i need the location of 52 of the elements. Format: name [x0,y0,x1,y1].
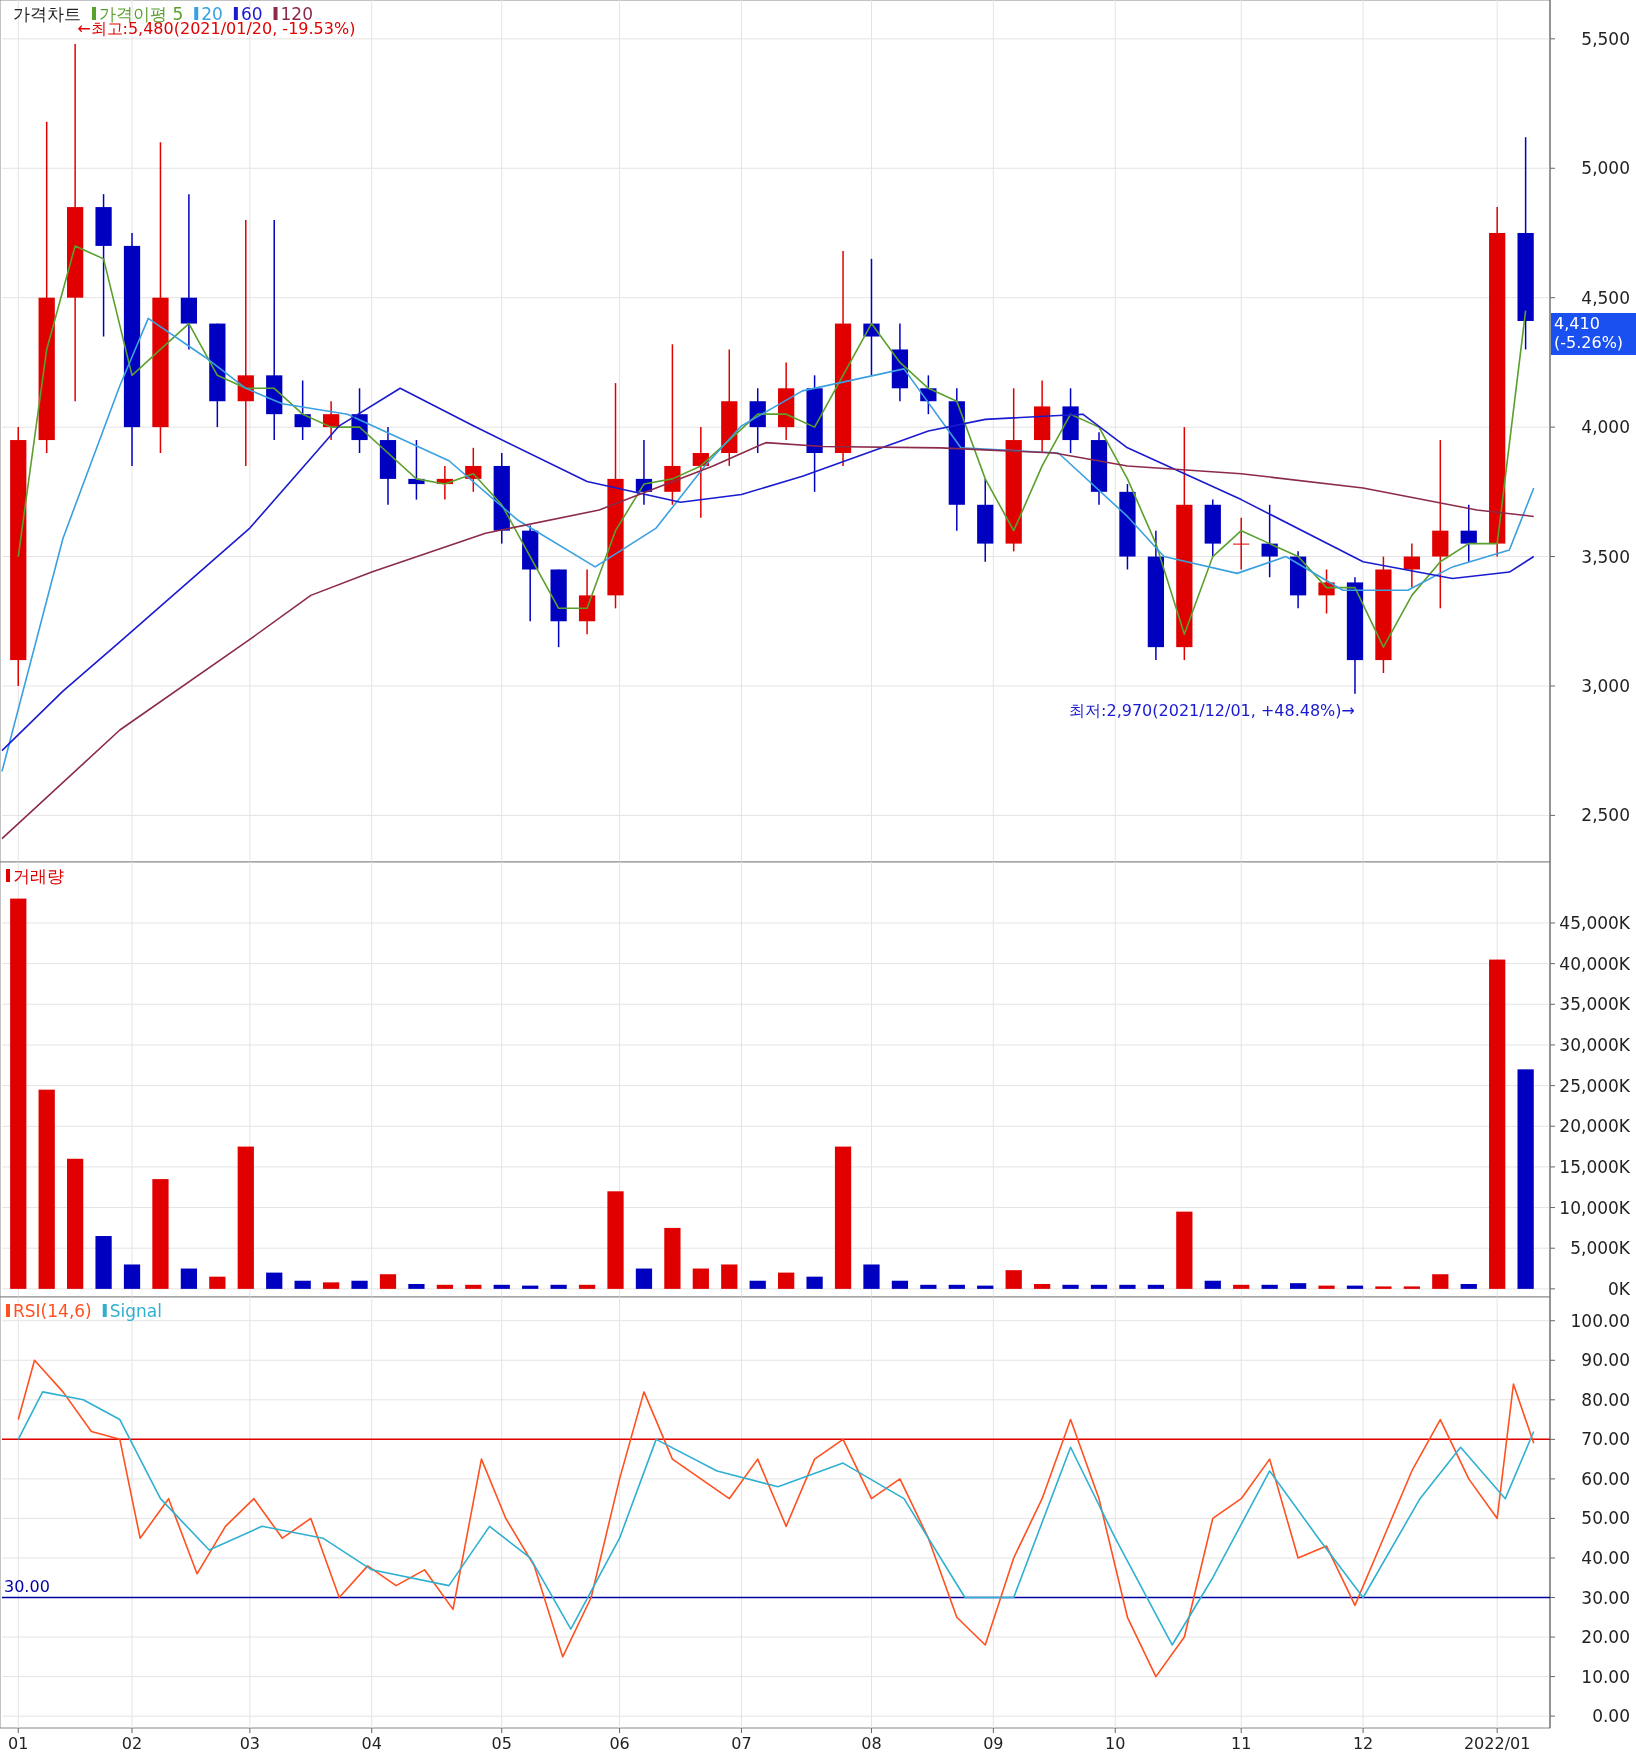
line-series [1,317,1535,773]
y-tick-label: 5,000K [1570,1238,1631,1259]
annotation: 최저:2,970(2021/12/01, +48.48%)→ [1069,700,1355,720]
y-tick-label: 5,000 [1581,158,1630,179]
line-series [17,245,1527,648]
y-tick-label: 40,000K [1559,953,1631,974]
x-tick-label: 05 [491,1734,512,1753]
y-tick-label: 45,000K [1559,912,1631,933]
chart-title: 가격차트 [13,4,81,24]
y-tick-label: 10,000K [1559,1197,1631,1218]
y-tick-label: 25,000K [1559,1075,1631,1096]
legend-label: RSI(14,6) [13,1301,92,1321]
x-tick-label: 09 [983,1734,1004,1753]
y-tick-label: 10.00 [1581,1666,1630,1687]
y-tick-label: 20,000K [1559,1116,1631,1137]
x-tick-label: 02 [121,1734,143,1753]
y-tick-label: 35,000K [1559,994,1631,1015]
x-tick-label: 04 [361,1734,382,1753]
y-tick-label: 3,000 [1581,675,1630,696]
line-series [1,441,1535,840]
y-tick-label: 4,000 [1581,417,1630,438]
y-tick-label: 0.00 [1592,1706,1630,1727]
y-tick-label: 30.00 [1581,1587,1630,1608]
ref-line-label: 30.00 [4,1576,50,1596]
y-tick-label: 40.00 [1581,1547,1630,1568]
y-tick-label: 50.00 [1581,1508,1630,1529]
y-tick-label: 90.00 [1581,1350,1630,1371]
x-tick-label: 06 [609,1734,630,1753]
x-tick-label: 08 [861,1734,882,1753]
y-tick-label: 80.00 [1581,1389,1630,1410]
x-tick-label: 03 [239,1734,261,1753]
y-tick-label: 100.00 [1570,1310,1630,1331]
legend-label: Signal [109,1301,162,1321]
x-tick-label: 11 [1231,1734,1252,1753]
x-tick-label: 12 [1352,1734,1374,1753]
y-tick-label: 0K [1608,1278,1631,1299]
legend-label: 거래량 [13,866,64,886]
x-tick-label: 07 [731,1734,752,1753]
y-tick-label: 60.00 [1581,1468,1630,1489]
y-tick-label: 20.00 [1581,1627,1630,1648]
x-tick-label: 10 [1105,1734,1126,1753]
y-tick-label: 4,500 [1581,287,1630,308]
y-tick-label: 15,000K [1559,1156,1631,1177]
y-tick-label: 2,500 [1581,805,1630,826]
y-tick-label: 3,500 [1581,546,1630,567]
y-tick-label: 30,000K [1559,1034,1631,1055]
x-tick-label: 01 [8,1734,29,1753]
annotation: 4,410 (-5.26%) [1554,313,1624,352]
y-tick-label: 5,500 [1581,28,1630,49]
line-series [1,387,1535,752]
y-tick-label: 70.00 [1581,1429,1630,1450]
x-tick-label: 2022/01 [1463,1734,1531,1753]
